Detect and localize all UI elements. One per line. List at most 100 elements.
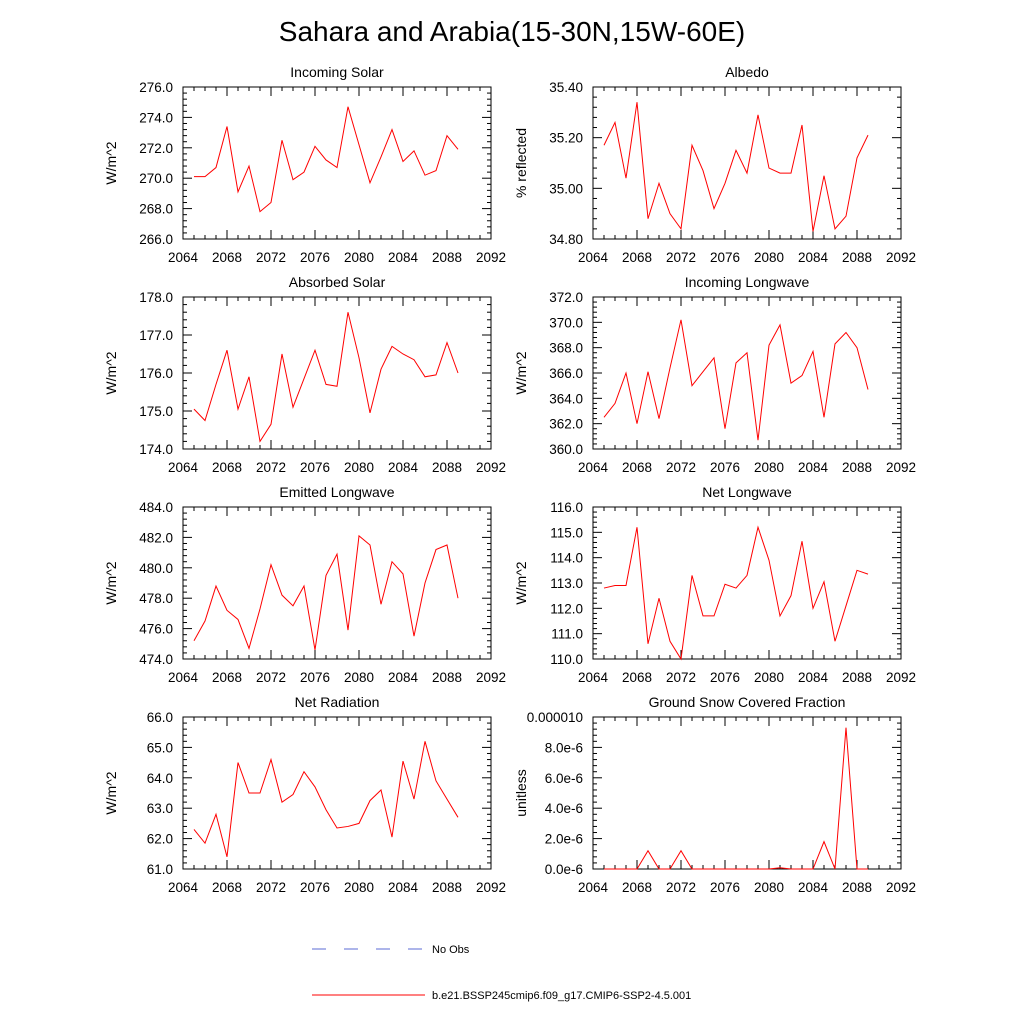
x-tick-label: 2068: [622, 250, 652, 265]
series-line: [603, 525, 869, 661]
y-tick-label: 66.0: [147, 710, 173, 725]
x-tick-label: 2064: [168, 460, 199, 475]
x-tick-label: 2088: [432, 670, 462, 685]
x-tick-label: 2068: [212, 250, 242, 265]
x-tick-label: 2064: [168, 880, 199, 895]
plot-frame: [182, 296, 492, 450]
x-tick-label: 2084: [798, 460, 829, 475]
y-axis-label: W/m^2: [103, 771, 119, 814]
x-tick-label: 2092: [886, 460, 916, 475]
y-tick-label: 372.0: [549, 290, 583, 305]
y-tick-label: 63.0: [147, 801, 173, 816]
y-tick-label: 0.000010: [527, 710, 583, 725]
y-tick-label: 368.0: [549, 341, 583, 356]
x-tick-label: 2088: [842, 460, 872, 475]
plot-frame: [592, 86, 902, 240]
y-axis-label: W/m^2: [513, 351, 529, 394]
panel-title: Net Longwave: [702, 484, 792, 500]
x-tick-label: 2076: [710, 670, 740, 685]
series-line: [193, 741, 459, 857]
y-tick-label: 370.0: [549, 315, 583, 330]
x-tick-label: 2084: [798, 670, 829, 685]
y-tick-label: 110.0: [550, 652, 583, 667]
y-tick-label: 177.0: [139, 328, 173, 343]
x-tick-label: 2080: [344, 460, 374, 475]
y-axis-label: % reflected: [513, 128, 529, 198]
y-tick-label: 65.0: [147, 740, 173, 755]
legend: No Obs b.e21.BSSP245cmip6.f09_g17.CMIP6-…: [312, 944, 691, 1002]
x-tick-label: 2072: [256, 670, 286, 685]
y-tick-label: 360.0: [549, 442, 583, 457]
panel-ground-snow-covered-fraction: Ground Snow Covered Fraction unitless 2064…: [513, 694, 916, 895]
x-tick-label: 2084: [388, 880, 419, 895]
y-tick-label: 6.0e-6: [545, 771, 583, 786]
plot-frame: [592, 506, 902, 660]
x-tick-label: 2064: [578, 250, 609, 265]
x-tick-label: 2084: [388, 670, 419, 685]
panel-net-longwave: Net Longwave W/m^2 2064 2068 2072 2076 2080 208…: [513, 484, 916, 685]
x-tick-label: 2064: [168, 670, 199, 685]
y-tick-label: 175.0: [139, 404, 173, 419]
y-tick-label: 272.0: [139, 141, 173, 156]
x-tick-label: 2092: [476, 670, 506, 685]
panel-title: Emitted Longwave: [279, 484, 394, 500]
legend-label-model-run: b.e21.BSSP245cmip6.f09_g17.CMIP6-SSP2-4.…: [432, 990, 691, 1002]
x-tick-label: 2076: [710, 460, 740, 475]
x-tick-label: 2084: [388, 460, 419, 475]
plot-frame: [182, 86, 492, 240]
y-tick-label: 366.0: [549, 366, 583, 381]
y-tick-label: 35.40: [549, 80, 583, 95]
y-tick-label: 61.0: [147, 862, 173, 877]
x-tick-label: 2064: [578, 460, 609, 475]
y-tick-label: 268.0: [139, 202, 173, 217]
y-tick-label: 0.0e-6: [545, 862, 583, 877]
series-line: [194, 106, 459, 213]
x-tick-label: 2080: [344, 670, 374, 685]
x-tick-label: 2092: [886, 670, 916, 685]
series-line: [603, 319, 869, 441]
y-tick-label: 476.0: [139, 622, 173, 637]
y-tick-label: 174.0: [139, 442, 173, 457]
y-axis-label: W/m^2: [103, 561, 119, 604]
x-tick-label: 2064: [168, 250, 199, 265]
x-tick-label: 2068: [622, 880, 652, 895]
x-tick-label: 2072: [666, 670, 696, 685]
y-axis-label: W/m^2: [103, 141, 119, 184]
x-tick-label: 2072: [666, 460, 696, 475]
panels: Incoming Solar W/m^2 2064 2068 2072 2076 2080 2…: [103, 64, 916, 895]
y-tick-label: 35.20: [549, 131, 583, 146]
y-tick-label: 276.0: [139, 80, 173, 95]
panel-title: Ground Snow Covered Fraction: [649, 694, 846, 710]
x-tick-label: 2088: [432, 250, 462, 265]
series-line: [193, 312, 459, 443]
x-tick-label: 2080: [754, 670, 784, 685]
y-tick-label: 112.0: [550, 601, 583, 616]
x-tick-label: 2092: [886, 250, 916, 265]
x-tick-label: 2084: [798, 250, 829, 265]
y-tick-label: 178.0: [139, 290, 173, 305]
x-tick-label: 2084: [388, 250, 419, 265]
series-line: [603, 102, 869, 232]
y-tick-label: 270.0: [139, 171, 173, 186]
x-tick-label: 2072: [666, 250, 696, 265]
y-tick-label: 274.0: [139, 110, 173, 125]
y-tick-label: 116.0: [550, 500, 583, 515]
x-tick-label: 2072: [256, 460, 286, 475]
panel-title: Incoming Solar: [290, 64, 384, 80]
y-tick-label: 2.0e-6: [545, 832, 583, 847]
y-tick-label: 115.0: [550, 525, 583, 540]
x-tick-label: 2088: [842, 880, 872, 895]
x-tick-label: 2076: [300, 880, 330, 895]
y-tick-label: 176.0: [139, 366, 173, 381]
x-tick-label: 2088: [842, 670, 872, 685]
y-tick-label: 362.0: [549, 417, 583, 432]
x-tick-label: 2080: [344, 880, 374, 895]
x-tick-label: 2068: [212, 880, 242, 895]
x-tick-label: 2076: [300, 250, 330, 265]
plot-frame: [182, 506, 492, 660]
x-tick-label: 2076: [710, 880, 740, 895]
panel-title: Albedo: [725, 64, 769, 80]
x-tick-label: 2068: [212, 460, 242, 475]
x-tick-label: 2064: [578, 880, 609, 895]
